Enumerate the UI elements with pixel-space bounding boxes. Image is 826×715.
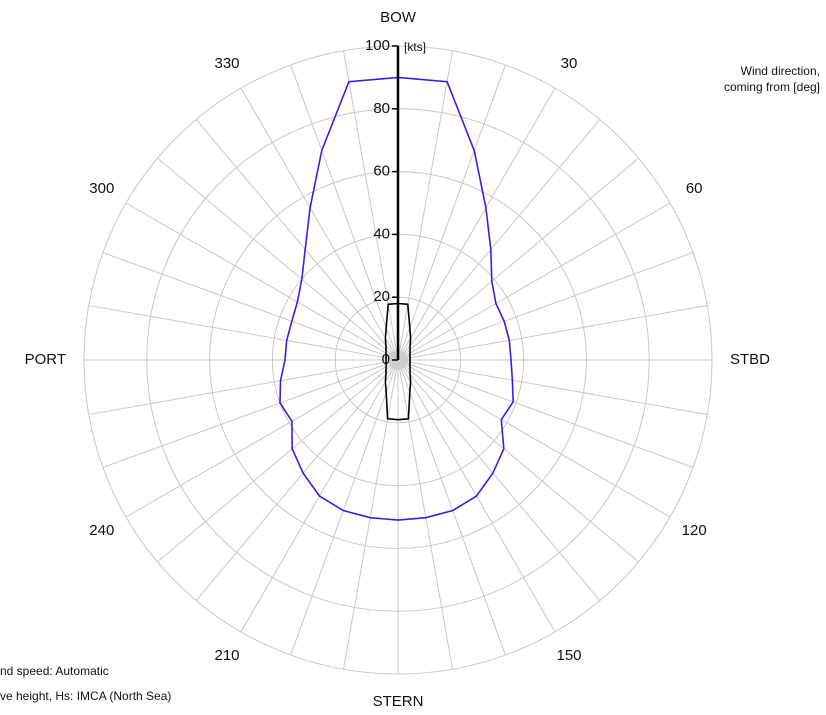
spoke [397,359,601,601]
spoke [102,252,399,361]
radial-tick-label: 20 [373,288,390,305]
spoke [102,359,399,468]
theta-tick-label: 150 [556,647,581,664]
radial-tick-label: 40 [373,225,390,242]
annotation: Wind direction, [741,64,820,78]
spoke [397,359,454,670]
spoke [195,359,399,601]
spoke [88,304,399,361]
theta-tick-label: STBD [730,351,770,368]
spoke [195,119,399,361]
spoke [397,359,639,563]
spoke [397,50,454,361]
theta-tick-label: 30 [561,55,578,72]
capability-curve [279,76,514,521]
spoke [125,359,399,518]
theta-tick-label: 210 [214,647,239,664]
spoke [290,359,399,656]
radial-tick-label: 100 [365,37,390,54]
spoke [88,359,399,416]
spoke [397,359,671,518]
note: nd speed: Automatic [0,664,109,678]
spoke [397,359,694,468]
spoke [240,87,399,361]
radial-tick-label: 0 [382,351,390,368]
radial-tick-label: 80 [373,100,390,117]
spoke [157,359,399,563]
note: ve height, Hs: IMCA (North Sea) [0,689,171,703]
spoke [397,359,708,416]
annotation: coming from [deg] [724,80,820,94]
theta-tick-label: 330 [214,55,239,72]
spoke [397,157,639,361]
spoke [397,87,556,361]
capability-curve [384,302,412,421]
radial-tick-label: 60 [373,163,390,180]
spoke [397,202,671,361]
theta-tick-label: BOW [380,9,417,26]
spoke [397,359,506,656]
theta-tick-label: 300 [89,180,114,197]
spoke [290,64,399,361]
theta-tick-label: STERN [373,693,424,710]
theta-tick-label: 240 [89,522,114,539]
theta-tick-label: PORT [25,351,66,368]
spoke [397,119,601,361]
theta-tick-label: 60 [686,180,703,197]
theta-tick-label: 120 [682,522,707,539]
spoke [342,359,399,670]
spoke [125,202,399,361]
spoke [342,50,399,361]
radial-unit: [kts] [404,40,426,54]
spoke [397,64,506,361]
spoke [397,304,708,361]
spoke [397,252,694,361]
spoke [157,157,399,361]
